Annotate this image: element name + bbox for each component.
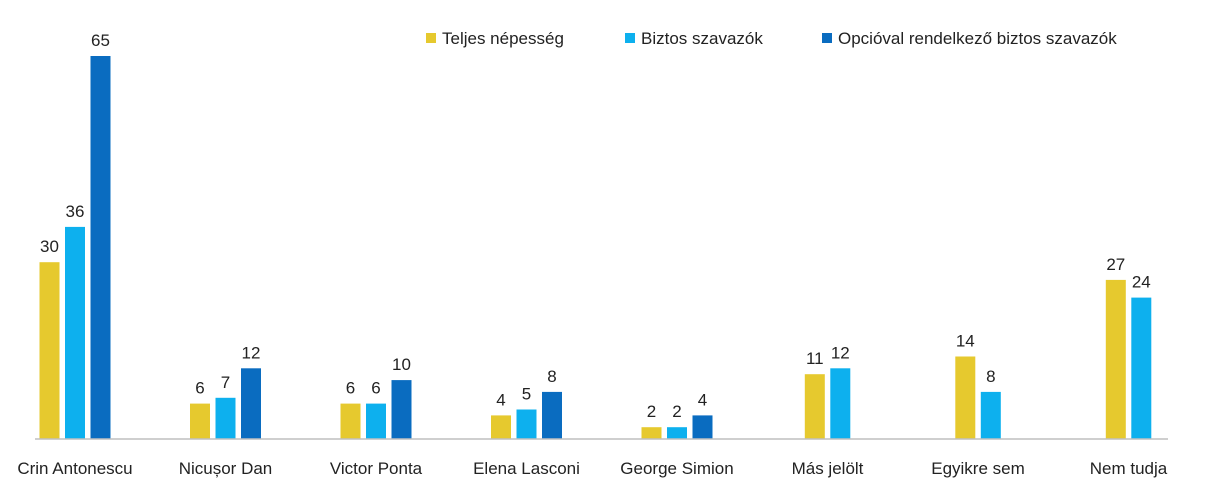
data-label-victor-ponta-teljes-nepesseg: 6	[346, 379, 355, 398]
legend: Teljes népesség Biztos szavazók Opcióval r…	[426, 29, 1117, 48]
data-label-crin-antonescu-teljes-nepesseg: 30	[40, 237, 59, 256]
x-tick-label-egyikre-sem: Egyikre sem	[931, 459, 1025, 478]
bar-egyikre-sem-biztos-szavazok	[980, 391, 1001, 439]
data-label-elena-lasconi-teljes-nepesseg: 4	[496, 390, 505, 409]
data-label-victor-ponta-biztos-szavazok: 6	[371, 379, 380, 398]
bar-victor-ponta-biztos-szavazok	[366, 403, 386, 439]
bar-crin-antonescu-biztos-szavazok	[65, 226, 85, 439]
bar-victor-ponta-opcioval-rendelkezo-biztos-szavazok	[391, 380, 412, 439]
x-tick-label-victor-ponta: Victor Ponta	[330, 459, 423, 478]
x-tick-label-nem-tudja: Nem tudja	[1090, 459, 1168, 478]
data-label-mas-jelolt-teljes-nepesseg: 11	[806, 349, 824, 368]
bars-layer	[39, 56, 1152, 439]
x-tick-label-mas-jelolt: Más jelölt	[792, 459, 864, 478]
data-label-nicusor-dan-biztos-szavazok: 7	[221, 373, 230, 392]
data-label-nem-tudja-biztos-szavazok: 24	[1132, 273, 1151, 292]
bar-mas-jelolt-biztos-szavazok	[830, 368, 851, 439]
legend-label-teljes-nepesseg: Teljes népesség	[442, 29, 564, 48]
data-label-nicusor-dan-teljes-nepesseg: 6	[195, 379, 204, 398]
bar-nem-tudja-teljes-nepesseg	[1105, 279, 1126, 439]
data-label-egyikre-sem-teljes-nepesseg: 14	[956, 332, 975, 351]
x-tick-label-crin-antonescu: Crin Antonescu	[17, 459, 132, 478]
bar-nem-tudja-biztos-szavazok	[1131, 297, 1152, 439]
bar-nicusor-dan-biztos-szavazok	[215, 397, 236, 439]
legend-swatch-teljes-nepesseg	[426, 33, 436, 43]
bar-crin-antonescu-opcioval-rendelkezo-biztos-szavazok	[90, 56, 111, 439]
data-label-mas-jelolt-biztos-szavazok: 12	[831, 343, 850, 362]
bar-nicusor-dan-teljes-nepesseg	[190, 403, 210, 439]
data-label-elena-lasconi-opcioval-rendelkezo-biztos-szavazok: 8	[547, 367, 556, 386]
bar-crin-antonescu-teljes-nepesseg	[39, 262, 60, 439]
x-tick-label-elena-lasconi: Elena Lasconi	[473, 459, 580, 478]
bar-elena-lasconi-opcioval-rendelkezo-biztos-szavazok	[542, 391, 562, 439]
data-label-george-simion-teljes-nepesseg: 2	[647, 402, 656, 421]
data-label-george-simion-biztos-szavazok: 2	[672, 402, 681, 421]
data-label-crin-antonescu-biztos-szavazok: 36	[66, 202, 85, 221]
bar-elena-lasconi-biztos-szavazok	[516, 409, 537, 439]
data-label-victor-ponta-opcioval-rendelkezo-biztos-szavazok: 10	[392, 355, 411, 374]
bar-nicusor-dan-opcioval-rendelkezo-biztos-szavazok	[241, 368, 261, 439]
legend-swatch-biztos-szavazok	[625, 33, 635, 43]
data-label-egyikre-sem-biztos-szavazok: 8	[986, 367, 995, 386]
x-tick-label-george-simion: George Simion	[620, 459, 733, 478]
data-label-crin-antonescu-opcioval-rendelkezo-biztos-szavazok: 65	[91, 31, 110, 50]
bar-mas-jelolt-teljes-nepesseg	[804, 374, 825, 439]
data-label-elena-lasconi-biztos-szavazok: 5	[522, 385, 531, 404]
data-label-george-simion-opcioval-rendelkezo-biztos-szavazok: 4	[698, 390, 707, 409]
bar-egyikre-sem-teljes-nepesseg	[955, 356, 976, 439]
bar-victor-ponta-teljes-nepesseg	[340, 403, 361, 439]
bar-george-simion-biztos-szavazok	[667, 427, 687, 439]
legend-swatch-opcioval-rendelkezo-biztos-szavazok	[822, 33, 832, 43]
legend-label-opcioval-rendelkezo-biztos-szavazok: Opcióval rendelkező biztos szavazók	[838, 29, 1117, 48]
data-label-nem-tudja-teljes-nepesseg: 27	[1106, 255, 1125, 274]
x-tick-label-nicusor-dan: Nicușor Dan	[179, 459, 273, 478]
legend-label-biztos-szavazok: Biztos szavazók	[641, 29, 763, 48]
bar-george-simion-opcioval-rendelkezo-biztos-szavazok	[692, 415, 713, 439]
bar-elena-lasconi-teljes-nepesseg	[491, 415, 511, 439]
data-label-nicusor-dan-opcioval-rendelkezo-biztos-szavazok: 12	[242, 343, 261, 362]
bar-george-simion-teljes-nepesseg	[641, 427, 662, 439]
x-tick-labels-layer: Crin Antonescu Nicușor Dan Victor Ponta Ele…	[17, 459, 1167, 478]
